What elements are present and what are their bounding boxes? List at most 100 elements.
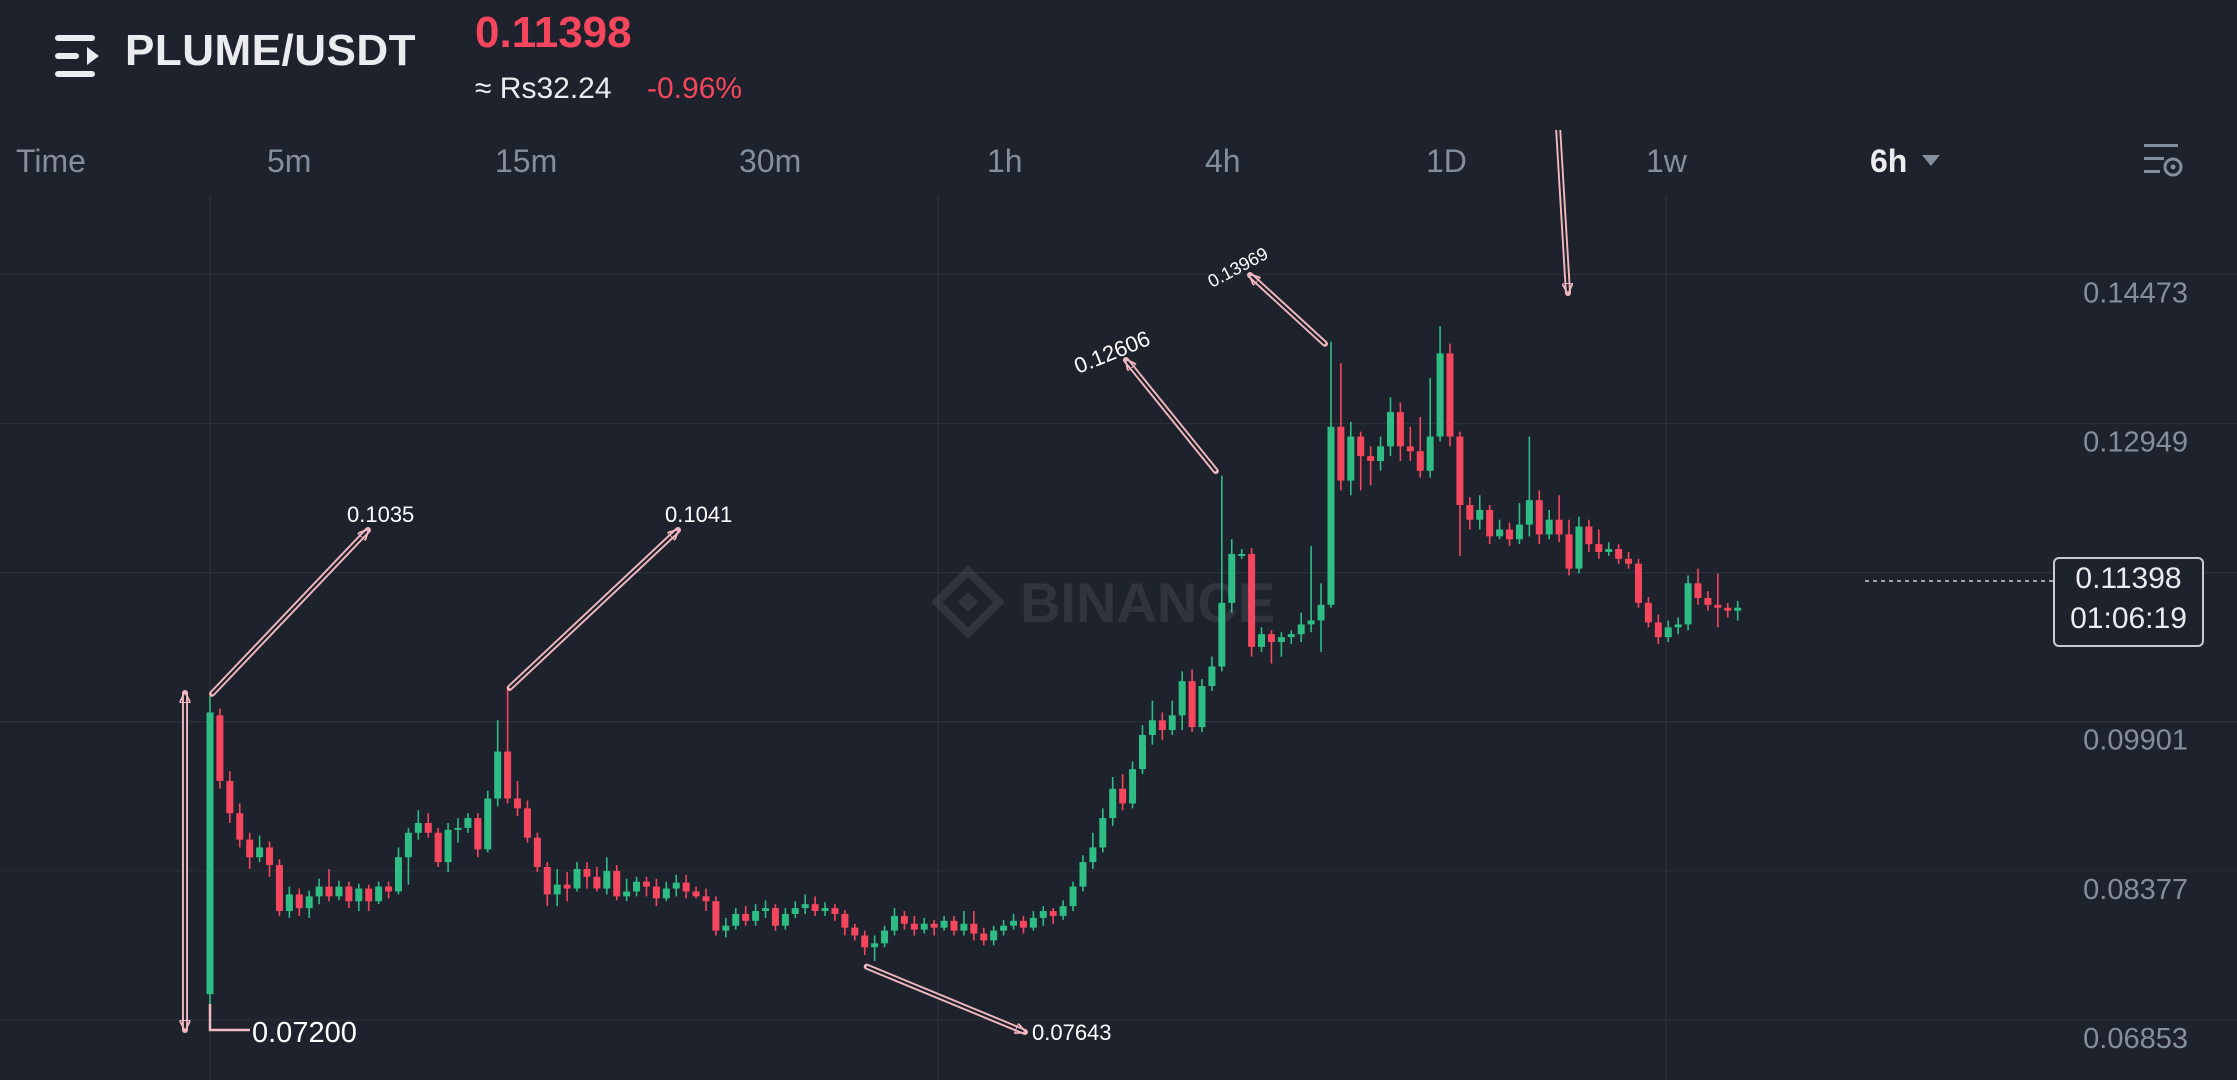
interval-15m[interactable]: 15m (495, 143, 558, 179)
candle (1367, 446, 1375, 486)
interval-1w[interactable]: 1w (1646, 143, 1687, 179)
candle (1714, 573, 1722, 628)
candle (1694, 568, 1702, 605)
y-tick-label: 0.09901 (2083, 725, 2188, 757)
candle (1029, 911, 1037, 931)
candle (404, 827, 412, 885)
candle (474, 813, 482, 858)
candle (1000, 919, 1008, 936)
fiat-price: ≈ Rs32.24 (475, 72, 612, 105)
candle (821, 902, 829, 916)
candle (1396, 402, 1404, 462)
annotation-arrow (1126, 360, 1217, 472)
candle (722, 917, 730, 938)
candle (603, 857, 611, 895)
candle (424, 813, 432, 838)
y-tick-label: 0.14473 (2083, 277, 2188, 309)
candle (791, 901, 799, 918)
candle (1297, 612, 1305, 642)
candle (1287, 630, 1295, 644)
interval-1d[interactable]: 1D (1426, 143, 1467, 179)
candle (771, 904, 779, 931)
candle (385, 881, 393, 899)
candle (1069, 881, 1077, 912)
candle (871, 935, 879, 961)
y-tick-label: 0.12949 (2083, 427, 2188, 459)
candle (1634, 558, 1642, 608)
price-axis: 0.144730.129490.114250.099010.083770.068… (2083, 277, 2188, 1054)
y-tick-label: 0.08377 (2083, 874, 2188, 906)
annotation-label: 0.12606 (1071, 326, 1154, 379)
candle (1248, 548, 1256, 657)
candle (851, 923, 859, 941)
candle (841, 910, 849, 936)
annotation-arrow (1250, 275, 1326, 345)
candle (1555, 495, 1563, 543)
candle (752, 904, 760, 926)
annotation-arrow (508, 530, 678, 689)
annotation-label: 0.1035 (347, 502, 414, 527)
candle (1099, 808, 1107, 853)
chart-settings-icon[interactable] (2142, 140, 2184, 180)
watermark-text: BINANCE (1020, 571, 1275, 634)
candle (940, 915, 948, 931)
candle (1258, 627, 1266, 652)
candle (1565, 519, 1573, 576)
interval-5m[interactable]: 5m (267, 143, 312, 179)
candle (246, 832, 254, 869)
candle (563, 871, 571, 902)
candle (1010, 913, 1018, 930)
candle (712, 896, 720, 936)
last-price: 0.11398 (475, 8, 632, 57)
candle (275, 859, 283, 916)
candle (1049, 908, 1057, 924)
caret-down-icon[interactable] (1922, 155, 1940, 166)
candle (1218, 475, 1226, 672)
candle (1148, 700, 1156, 745)
menu-icon[interactable] (55, 35, 103, 77)
candle (236, 803, 244, 848)
candle (1595, 529, 1603, 559)
candle (335, 880, 343, 901)
candle (1386, 397, 1394, 457)
candle (523, 800, 531, 843)
candles (206, 326, 1742, 1004)
candle (831, 904, 839, 921)
candle (623, 878, 631, 902)
candle (662, 881, 670, 902)
candle (1466, 497, 1474, 530)
candle (375, 881, 383, 905)
candle (1535, 490, 1543, 545)
interval-1h[interactable]: 1h (987, 143, 1023, 179)
trading-pair[interactable]: PLUME/USDT (125, 26, 416, 75)
annotation-arrow (866, 965, 1025, 1032)
y-tick-label: 0.06853 (2083, 1023, 2188, 1055)
candle (613, 865, 621, 901)
candle (950, 915, 958, 936)
interval-bar: Time 5m 15m 30m 1h 4h 1D 1w 6h (0, 135, 2237, 191)
candle (553, 868, 561, 907)
candle (1674, 617, 1682, 635)
candle (1129, 761, 1137, 809)
candle (1416, 416, 1424, 478)
interval-30m[interactable]: 30m (739, 143, 802, 179)
interval-4h[interactable]: 4h (1205, 143, 1241, 179)
current-price-label: 0.11398 01:06:19 (2053, 557, 2204, 647)
interval-selected[interactable]: 6h (1870, 143, 1908, 179)
candle (1109, 777, 1117, 826)
candle (256, 835, 264, 863)
candle (315, 878, 323, 905)
binance-logo-icon (931, 565, 1005, 639)
candle (266, 841, 274, 877)
candle (1545, 509, 1553, 540)
candle (742, 906, 750, 926)
candle (1436, 326, 1444, 442)
candle (1039, 906, 1047, 926)
candle (990, 925, 998, 946)
candle (206, 695, 214, 1004)
candle (762, 900, 770, 918)
candle (1277, 632, 1285, 657)
candle (1327, 341, 1335, 608)
candle (593, 867, 601, 892)
